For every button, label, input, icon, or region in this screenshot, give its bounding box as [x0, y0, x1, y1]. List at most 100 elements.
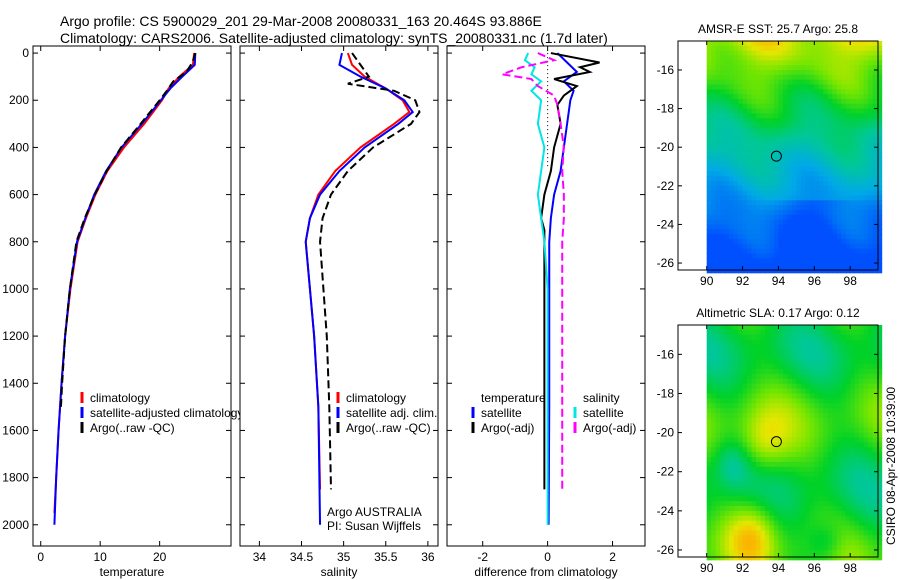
map-cell — [747, 325, 753, 331]
map-cell — [764, 413, 771, 419]
map-cell — [805, 69, 811, 76]
map-cell — [823, 388, 829, 395]
map-cell — [872, 65, 878, 71]
map-cell — [827, 520, 833, 527]
map-cell — [859, 422, 865, 429]
map-cell — [836, 476, 842, 483]
map-cell — [845, 471, 851, 478]
map-cell — [827, 393, 833, 399]
map-cell — [841, 349, 847, 355]
map-cell — [877, 190, 883, 197]
map-cell — [729, 200, 735, 206]
map-cell — [738, 219, 744, 226]
map-cell — [832, 166, 838, 172]
map-cell — [814, 108, 820, 115]
map-cell — [782, 339, 789, 346]
map-cell — [805, 171, 811, 177]
map-cell — [850, 447, 856, 453]
map-cell — [764, 200, 771, 206]
map-cell — [764, 520, 771, 527]
map-cell — [877, 234, 883, 240]
map-cell — [742, 253, 748, 259]
map-cell — [823, 248, 829, 254]
map-cell — [715, 510, 721, 517]
map-cell — [769, 267, 775, 274]
map-cell — [800, 209, 806, 216]
map-cell — [814, 520, 820, 527]
map-cell — [845, 205, 851, 211]
map-cell — [715, 515, 721, 522]
map-cell — [733, 408, 739, 414]
map-cell — [769, 248, 775, 254]
map-cell — [751, 69, 757, 76]
map-cell — [751, 205, 757, 211]
map-cell — [742, 334, 748, 341]
map-cell — [832, 461, 838, 468]
map-cell — [841, 229, 847, 235]
map-cell — [764, 486, 771, 492]
map-cell — [832, 263, 838, 269]
map-cell — [764, 359, 771, 365]
map-cell — [706, 234, 712, 240]
map-cell — [845, 383, 851, 390]
map-cell — [868, 156, 874, 163]
map-cell — [868, 437, 874, 443]
map-cell — [742, 50, 748, 57]
map-cell — [863, 359, 869, 365]
map-cell — [747, 417, 753, 424]
map-cell — [872, 325, 878, 331]
map-cell — [872, 137, 878, 143]
map-cell — [764, 113, 771, 119]
map-cell — [729, 545, 735, 551]
x-tick-label: -2 — [477, 550, 488, 564]
map-cell — [778, 123, 784, 129]
map-cell — [729, 238, 735, 245]
map-cell — [773, 452, 780, 458]
map-cell — [711, 466, 717, 473]
map-cell — [706, 200, 712, 206]
map-cell — [747, 224, 753, 230]
map-cell — [782, 398, 789, 404]
map-cell — [854, 267, 860, 274]
map-cell — [782, 417, 789, 424]
map-cell — [823, 190, 829, 197]
map-cell — [751, 442, 757, 448]
map-cell — [738, 176, 744, 182]
map-cell — [809, 118, 815, 124]
map-cell — [747, 219, 753, 226]
map-cell — [787, 152, 793, 158]
map-cell — [782, 535, 789, 541]
map-cell — [850, 530, 856, 536]
map-cell — [827, 156, 833, 163]
map-cell — [720, 74, 726, 81]
map-cell — [877, 540, 883, 546]
map-cell — [715, 171, 721, 177]
map-cell — [760, 491, 766, 497]
map-cell — [773, 171, 780, 177]
map-cell — [747, 393, 753, 399]
map-cell — [751, 41, 757, 47]
map-cell — [872, 190, 878, 197]
map-cell — [715, 156, 721, 163]
map-cell — [805, 229, 811, 235]
map-cell — [809, 427, 815, 434]
map-cell — [823, 535, 829, 541]
map-cell — [823, 79, 829, 86]
map-cell — [814, 45, 820, 52]
map-cell — [859, 471, 865, 478]
map-cell — [729, 263, 735, 269]
map-cell — [760, 41, 766, 47]
map-cell — [863, 354, 869, 360]
map-cell — [769, 447, 775, 453]
map-cell — [823, 234, 829, 240]
map-cell — [715, 137, 721, 143]
map-cell — [773, 359, 780, 365]
map-cell — [778, 417, 784, 424]
map-cell — [747, 486, 753, 492]
map-cell — [850, 195, 856, 201]
map-cell — [787, 339, 793, 346]
map-cell — [841, 486, 847, 492]
map-cell — [859, 224, 865, 230]
map-cell — [841, 180, 847, 187]
map-cell — [859, 461, 865, 468]
